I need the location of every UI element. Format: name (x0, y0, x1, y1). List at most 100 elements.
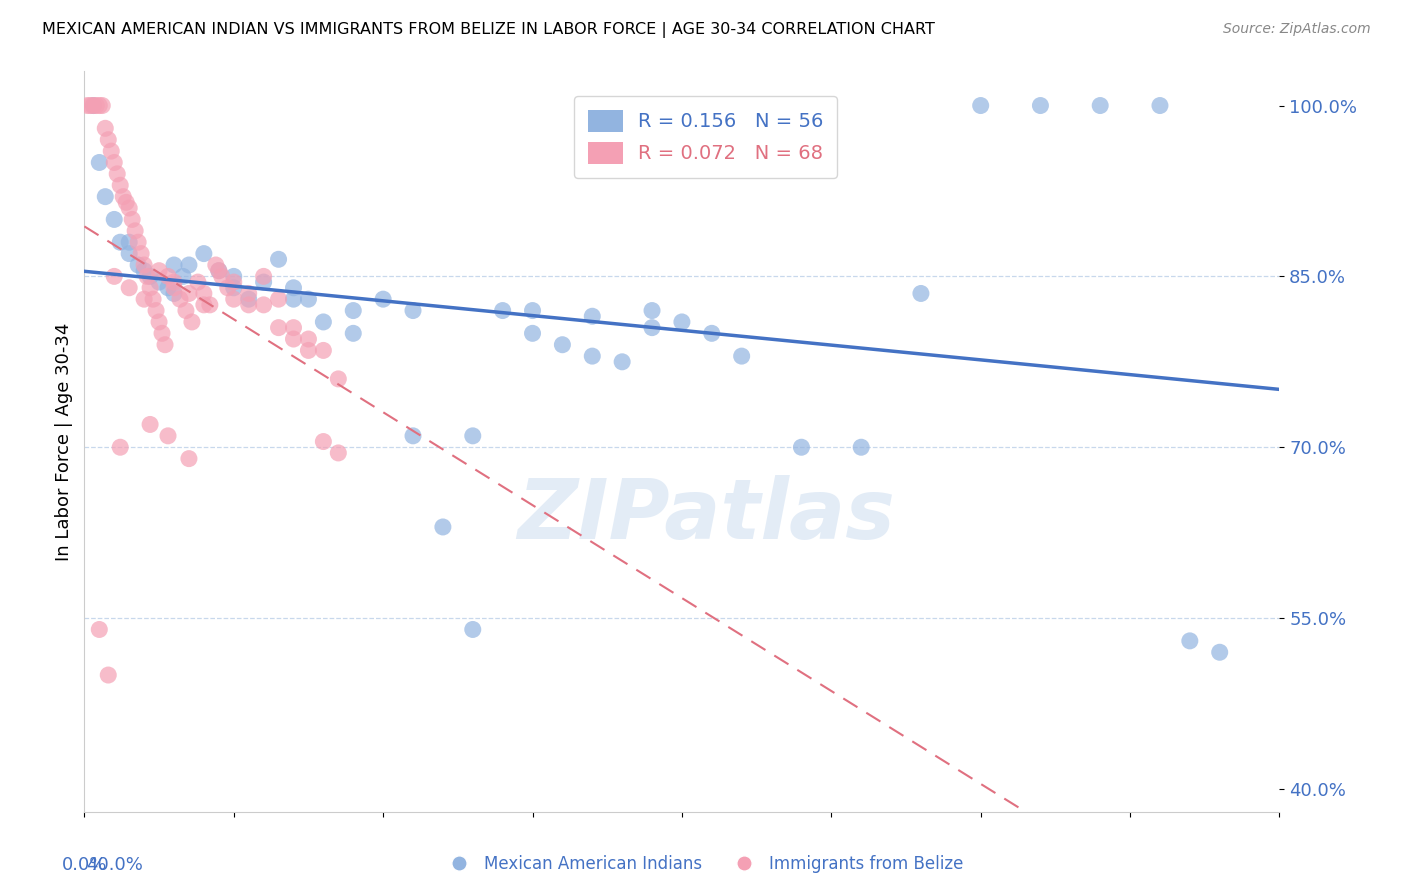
Point (103, 269, 125, 284)
Point (94, 121, 117, 136)
Point (461, 429, 484, 443)
Point (1178, 633, 1201, 648)
Point (522, 326, 544, 341)
Point (910, 286, 932, 301)
Point (238, 292, 260, 306)
Point (222, 275, 245, 289)
Point (217, 281, 239, 295)
Point (193, 286, 215, 301)
Point (522, 303, 544, 318)
Point (790, 440, 813, 454)
Point (238, 298, 260, 312)
Point (181, 315, 204, 329)
Text: ZIPatlas: ZIPatlas (517, 475, 894, 556)
Point (177, 258, 200, 272)
Point (342, 326, 364, 341)
Point (1029, 98, 1052, 112)
Point (127, 258, 149, 272)
Point (163, 286, 186, 301)
Point (267, 252, 290, 267)
Point (118, 281, 141, 295)
Point (118, 235, 141, 250)
Legend: Mexican American Indians, Immigrants from Belize: Mexican American Indians, Immigrants fro… (436, 848, 970, 880)
Point (139, 281, 162, 295)
Point (94, 189, 117, 203)
Point (641, 320, 664, 334)
Point (82, 98, 104, 112)
Point (297, 343, 319, 358)
Point (328, 446, 350, 460)
Text: 0.0%: 0.0% (62, 856, 107, 874)
Point (731, 349, 754, 363)
Point (198, 298, 221, 312)
Text: MEXICAN AMERICAN INDIAN VS IMMIGRANTS FROM BELIZE IN LABOR FORCE | AGE 30-34 COR: MEXICAN AMERICAN INDIAN VS IMMIGRANTS FR… (42, 22, 935, 38)
Point (222, 281, 245, 295)
Point (89, 98, 111, 112)
Point (110, 235, 132, 250)
Point (267, 320, 290, 334)
Point (169, 292, 191, 306)
Point (193, 246, 215, 260)
Point (970, 98, 993, 112)
Point (432, 520, 454, 534)
Point (79, 98, 101, 112)
Point (157, 429, 180, 443)
Point (76, 98, 98, 112)
Point (132, 263, 156, 277)
Point (492, 303, 515, 318)
Point (132, 258, 156, 272)
Point (150, 326, 173, 341)
Point (110, 440, 132, 454)
Point (163, 258, 186, 272)
Point (118, 201, 141, 215)
Point (312, 315, 335, 329)
Point (153, 337, 176, 351)
Point (342, 303, 364, 318)
Point (148, 315, 170, 329)
Point (97, 668, 120, 682)
Point (373, 292, 395, 306)
Point (612, 355, 634, 369)
Point (205, 258, 228, 272)
Point (312, 343, 335, 358)
Point (103, 155, 125, 169)
Point (208, 263, 231, 277)
Point (148, 263, 170, 277)
Point (157, 281, 180, 295)
Point (193, 298, 215, 312)
Point (253, 298, 276, 312)
Point (82, 98, 104, 112)
Point (121, 212, 143, 227)
Point (283, 332, 305, 346)
Point (97, 133, 120, 147)
Point (142, 292, 165, 306)
Point (1209, 645, 1232, 659)
Point (177, 286, 200, 301)
Point (148, 275, 170, 289)
Point (127, 235, 149, 250)
Point (115, 195, 138, 210)
Point (177, 451, 200, 466)
Point (581, 349, 603, 363)
Point (238, 286, 260, 301)
Point (105, 167, 128, 181)
Point (402, 303, 425, 318)
Point (222, 292, 245, 306)
Point (581, 310, 603, 324)
Point (851, 440, 873, 454)
Point (86, 98, 108, 112)
Point (312, 434, 335, 449)
Point (267, 292, 290, 306)
Point (103, 212, 125, 227)
Point (297, 292, 319, 306)
Point (187, 275, 209, 289)
Legend: R = 0.156   N = 56, R = 0.072   N = 68: R = 0.156 N = 56, R = 0.072 N = 68 (574, 95, 838, 178)
Text: Source: ZipAtlas.com: Source: ZipAtlas.com (1223, 22, 1371, 37)
Y-axis label: In Labor Force | Age 30-34: In Labor Force | Age 30-34 (55, 322, 73, 561)
Point (283, 292, 305, 306)
Point (163, 281, 186, 295)
Point (91, 98, 114, 112)
Point (1149, 98, 1171, 112)
Point (174, 303, 197, 318)
Point (112, 189, 135, 203)
